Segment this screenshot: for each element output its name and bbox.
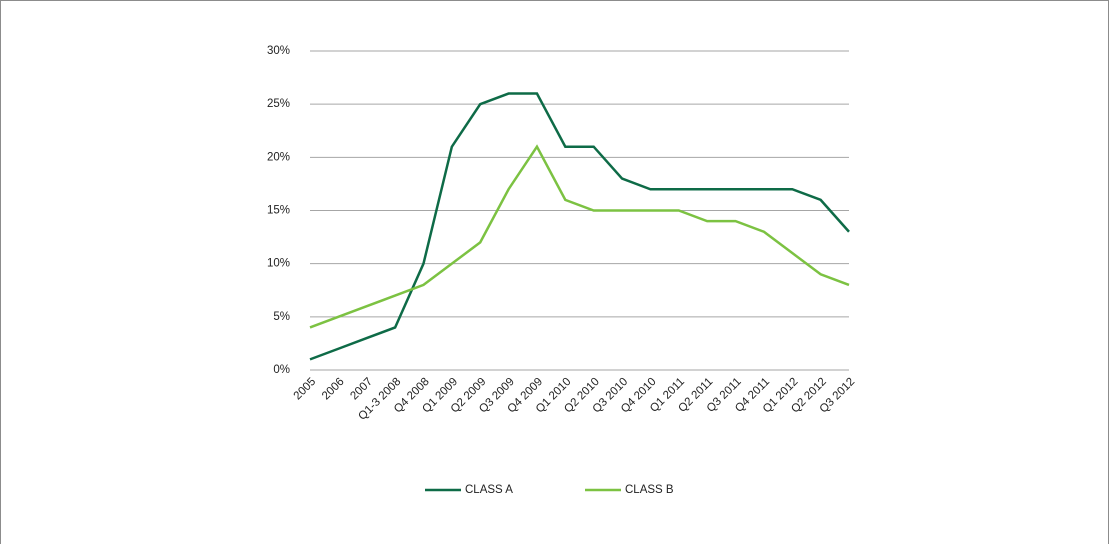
x-tick-label: 2005 [292, 376, 319, 403]
series-line [309, 144, 850, 329]
x-tick-label: 2006 [320, 376, 347, 403]
y-tick-label: 20% [267, 151, 290, 163]
y-tick-label: 25% [267, 98, 290, 110]
legend-label: CLASS B [625, 484, 674, 496]
y-tick-label: 0% [273, 364, 290, 376]
y-tick-label: 15% [267, 205, 290, 217]
y-tick-label: 10% [267, 258, 290, 270]
legend-label: CLASS A [465, 484, 513, 496]
y-tick-label: 5% [273, 311, 290, 323]
y-tick-label: 30% [267, 45, 290, 57]
series-line [309, 92, 850, 361]
